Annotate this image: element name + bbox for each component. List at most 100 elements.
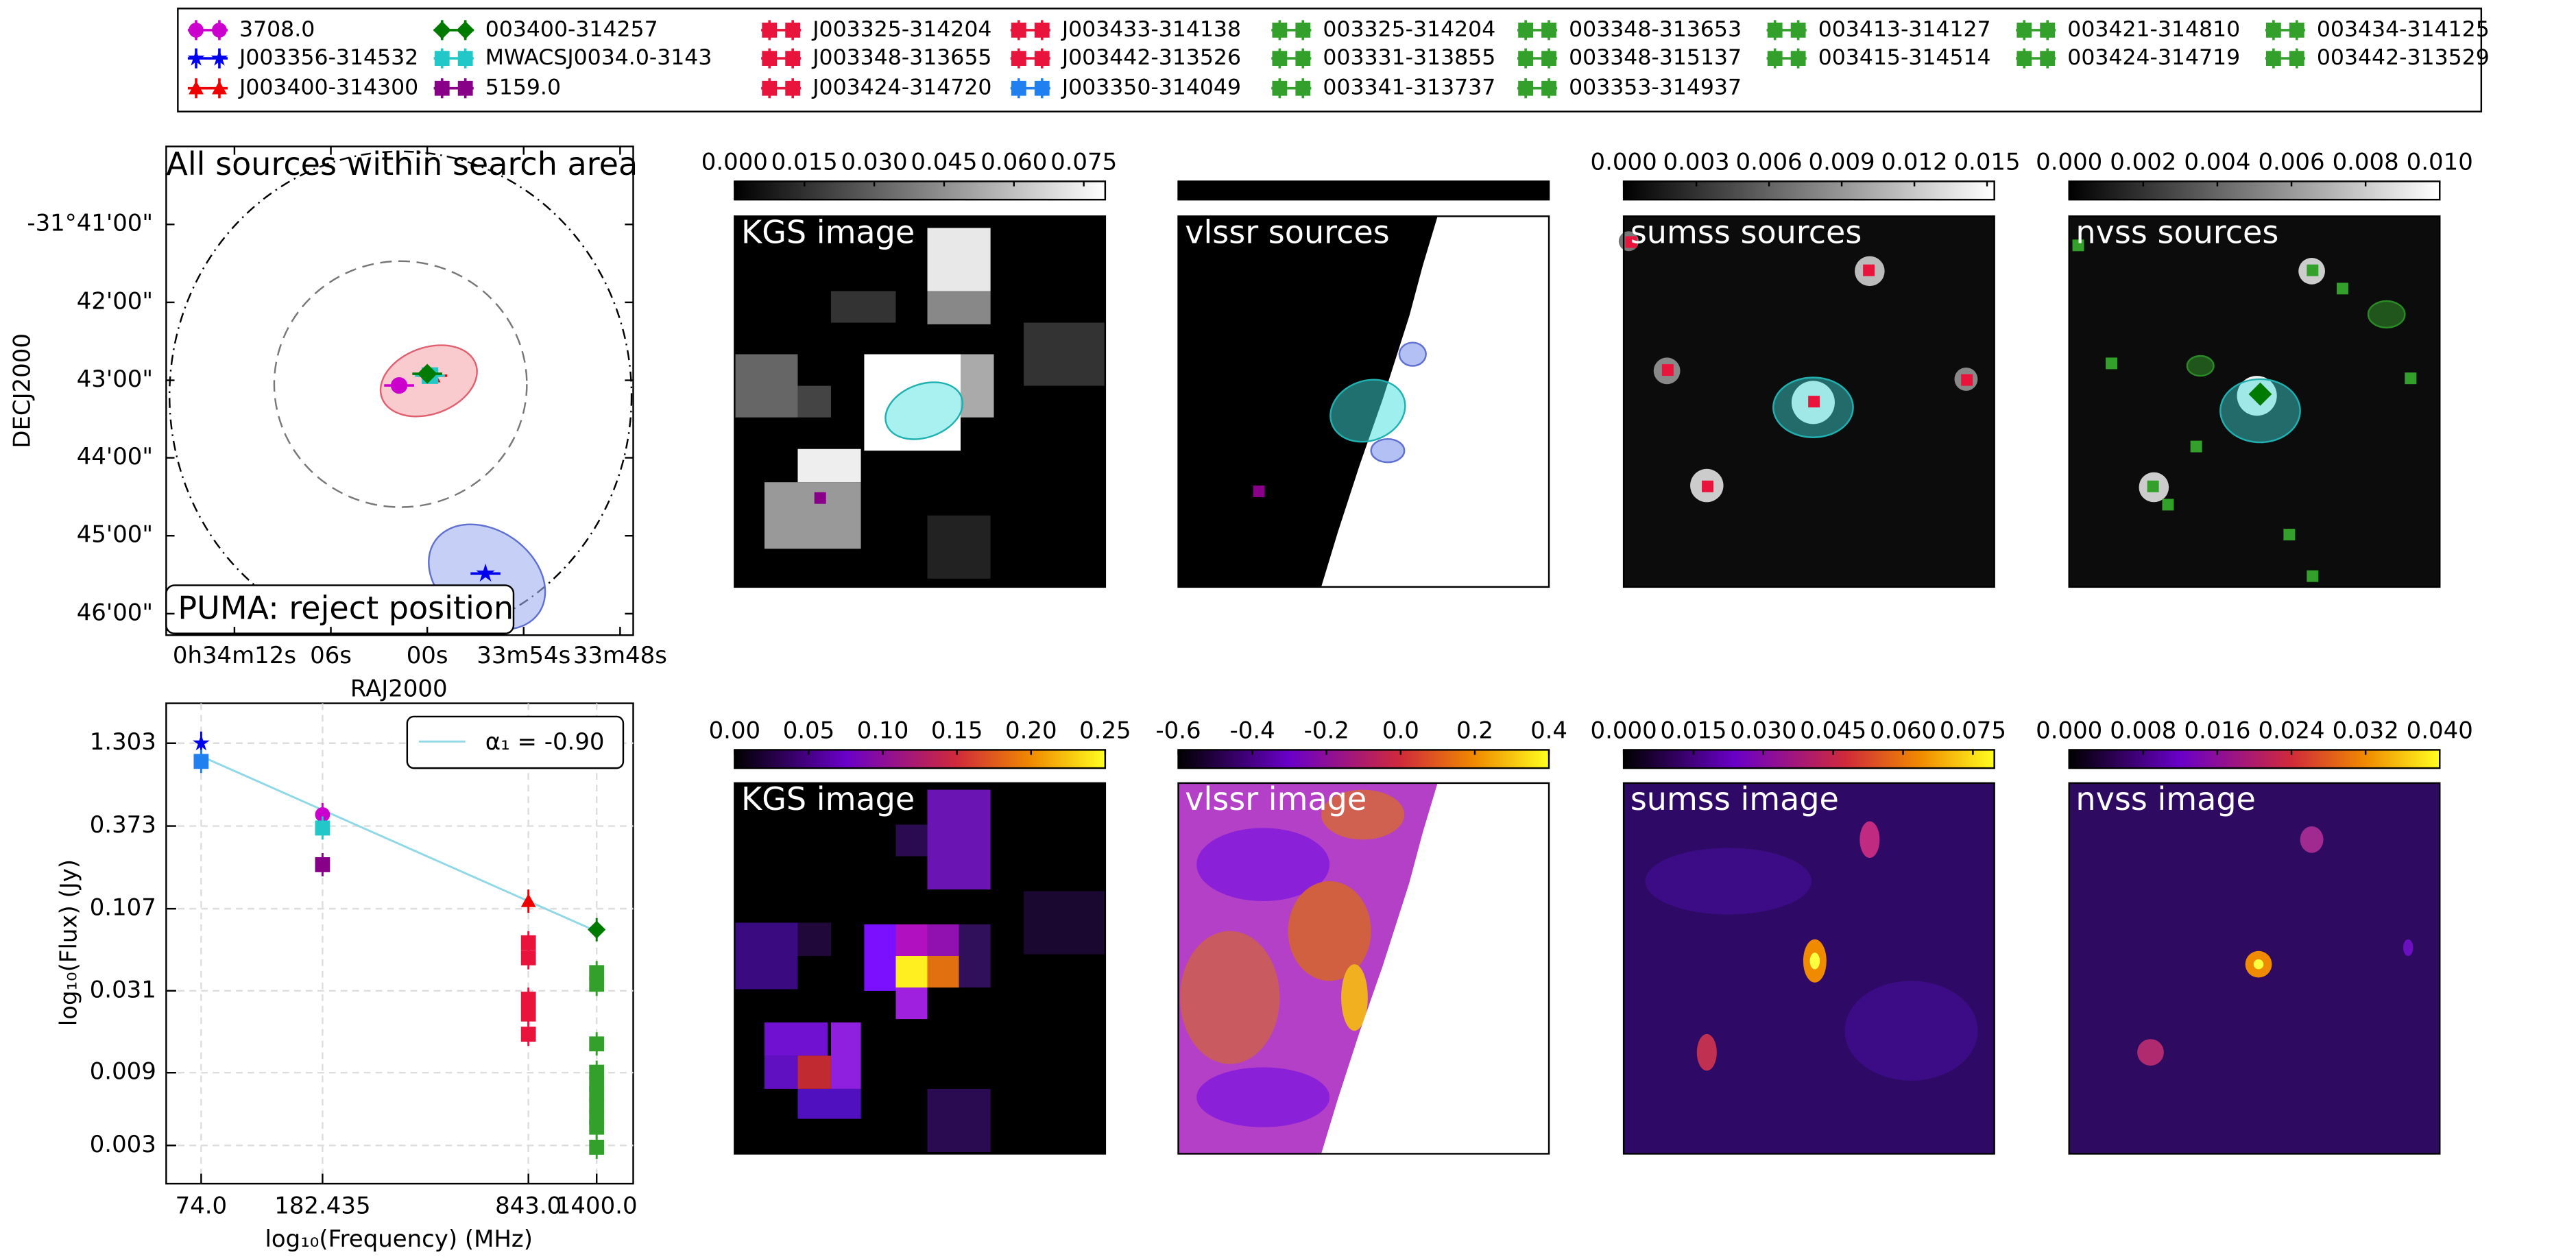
legend-label: 003415-314514 <box>1818 45 1991 70</box>
legend-label: 3708.0 <box>239 17 315 42</box>
colorbar-tick-label: 0.045 <box>1800 717 1866 744</box>
colorbar-tick-label: 0.003 <box>1663 149 1730 176</box>
legend-label: 003325-314204 <box>1323 17 1495 42</box>
legend-marker <box>456 21 474 39</box>
colorbar-tick-label: 0.000 <box>1591 149 1657 176</box>
colorbar-tick-label: 0.009 <box>1809 149 1875 176</box>
colorbar-tick-label: 0.004 <box>2184 149 2250 176</box>
legend-marker <box>1790 22 1806 38</box>
colorbar-tick-label: 0.25 <box>1079 717 1131 744</box>
legend-marker <box>2017 22 2032 38</box>
point <box>193 754 209 769</box>
colorbar-tick-label: 0.15 <box>931 717 983 744</box>
annotation-box <box>165 584 515 634</box>
sed-axes <box>165 702 634 1185</box>
legend-marker <box>1541 80 1556 96</box>
colorbar <box>1622 180 1995 201</box>
x-label: RAJ2000 <box>350 676 448 703</box>
x-tick-label: 182.435 <box>274 1193 370 1220</box>
legend-marker <box>1541 51 1556 67</box>
colorbar-tick-label: 0.000 <box>701 149 768 176</box>
sky-title: All sources within search area <box>166 145 638 182</box>
legend-label: J003325-314204 <box>811 17 991 42</box>
point <box>520 894 536 907</box>
legend-label: 5159.0 <box>485 75 561 100</box>
colorbar-tick-label: 0.00 <box>709 717 761 744</box>
legend-marker <box>1034 22 1050 38</box>
x-tick-label: 0h34m12s <box>173 643 296 669</box>
x-tick-label: 74.0 <box>176 1193 228 1220</box>
colorbar-tick-label: 0.2 <box>1456 717 1493 744</box>
kgs-color-image <box>734 782 1105 1154</box>
colorbar-tick-label: 0.075 <box>1940 717 2006 744</box>
legend-label: MWACSJ0034.0-3143 <box>485 45 712 70</box>
y-tick-label: 43'00" <box>77 366 153 393</box>
colorbar-tick-label: 0.030 <box>1730 717 1796 744</box>
colorbar <box>1177 180 1550 201</box>
legend-marker <box>1518 51 1534 67</box>
legend-label: 003413-314127 <box>1818 17 1991 42</box>
colorbar-tick-label: 0.045 <box>911 149 977 176</box>
legend-marker <box>434 51 450 67</box>
image-title: vlssr sources <box>1185 214 1390 251</box>
annotation: PUMA: reject position <box>178 589 514 626</box>
colorbar <box>734 180 1107 201</box>
legend-marker <box>457 51 473 67</box>
nvss-sources-image <box>2069 216 2440 587</box>
legend-label: 003421-314810 <box>2067 17 2240 42</box>
colorbar-tick-label: -0.6 <box>1155 717 1201 744</box>
colorbar-tick-label: 0.060 <box>1870 717 1936 744</box>
y-tick-label: 0.031 <box>90 977 156 1003</box>
colorbar-tick-label: 0.015 <box>1660 717 1726 744</box>
legend-label: 003341-313737 <box>1323 75 1495 100</box>
colorbar-tick-label: 0.016 <box>2184 717 2250 744</box>
image-frame <box>1622 215 1995 588</box>
y-tick-label: 1.303 <box>90 729 156 756</box>
point <box>520 950 536 966</box>
colorbar-tick-label: 0.000 <box>2036 717 2102 744</box>
image-title: nvss image <box>2075 780 2255 817</box>
legend-marker <box>457 80 473 96</box>
point <box>589 1119 605 1135</box>
colorbar-tick-label: 0.05 <box>783 717 835 744</box>
legend-label: 003348-315137 <box>1569 45 1742 70</box>
y-tick-label: 0.373 <box>90 812 156 839</box>
colorbar-tick-label: 0.024 <box>2258 717 2324 744</box>
legend-marker <box>189 22 204 38</box>
x-label: log₁₀(Frequency) (MHz) <box>265 1226 533 1253</box>
search-circle <box>169 150 633 636</box>
legend-marker <box>2040 51 2056 67</box>
image-title: nvss sources <box>2075 214 2278 251</box>
legend-marker <box>785 80 801 96</box>
image-title: vlssr image <box>1185 780 1367 817</box>
legend-label: J003400-314300 <box>238 75 418 100</box>
legend-marker <box>1295 22 1311 38</box>
vlssr-color-image <box>1178 782 1550 1154</box>
legend-marker <box>1295 80 1311 96</box>
y-tick-label: 0.003 <box>90 1132 156 1158</box>
legend-marker <box>1011 80 1026 96</box>
legend-marker <box>762 22 778 38</box>
point <box>315 820 330 836</box>
colorbar-tick-label: 0.006 <box>2258 149 2324 176</box>
y-label: DECJ2000 <box>9 333 36 448</box>
y-tick-label: 45'00" <box>77 522 153 549</box>
colorbar-tick-label: 0.032 <box>2333 717 2399 744</box>
y-tick-label: 0.009 <box>90 1059 156 1086</box>
point <box>589 977 605 992</box>
legend-label: 003353-314937 <box>1569 75 1742 100</box>
colorbar-tick-label: 0.015 <box>1953 149 2020 176</box>
colorbar-tick-label: 0.4 <box>1530 717 1567 744</box>
point <box>520 935 536 950</box>
legend-marker <box>785 22 801 38</box>
y-label: log₁₀(Flux) (Jy) <box>56 859 82 1026</box>
image-frame <box>734 782 1107 1155</box>
legend-label: 003348-313653 <box>1569 17 1742 42</box>
legend-marker <box>434 80 450 96</box>
colorbar <box>1177 749 1550 769</box>
colorbar-tick-label: 0.060 <box>980 149 1047 176</box>
point <box>417 363 437 384</box>
legend-marker <box>2040 22 2056 38</box>
colorbar-tick-label: 0.000 <box>2036 149 2102 176</box>
point <box>589 1036 605 1052</box>
